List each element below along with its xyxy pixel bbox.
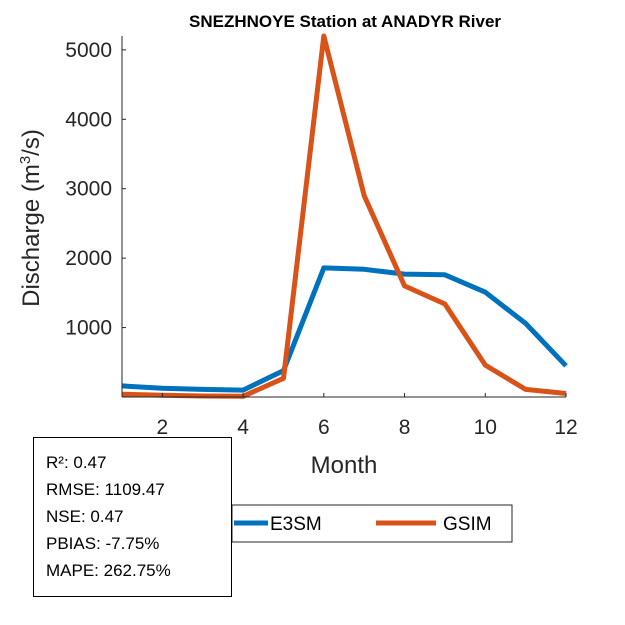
chart-title: SNEZHNOYE Station at ANADYR River: [189, 12, 501, 31]
x-tick-label: 12: [554, 416, 577, 439]
y-tick-label: 1000: [65, 317, 112, 340]
y-ticks: 1000 2000 3000 4000 5000: [65, 39, 126, 340]
stat-pbias: PBIAS: -7.75%: [46, 534, 160, 553]
x-tick-label: 8: [399, 416, 411, 439]
stat-nse: NSE: 0.47: [46, 507, 124, 526]
x-axis-label: Month: [311, 452, 378, 479]
x-tick-label: 2: [157, 416, 169, 439]
legend-box: [231, 504, 513, 543]
stats-box: R²: 0.47 RMSE: 1109.47 NSE: 0.47 PBIAS: …: [33, 437, 232, 597]
x-tick-label: 6: [318, 416, 330, 439]
y-tick-label: 2000: [65, 247, 112, 270]
series-line-gsim: [121, 33, 567, 399]
legend-label-gsim: GSIM: [443, 514, 492, 535]
stat-r2: R²: 0.47: [46, 453, 107, 472]
y-tick-label: 3000: [65, 178, 112, 201]
y-axis-label: Discharge (m3/s): [17, 129, 45, 307]
stat-rmse: RMSE: 1109.47: [46, 480, 165, 499]
y-axis-label-prefix: Discharge (m: [18, 164, 45, 307]
x-tick-label: 4: [237, 416, 249, 439]
series-layer: [121, 33, 568, 399]
y-tick-label: 4000: [65, 108, 112, 131]
series-line-e3sm: [121, 265, 568, 393]
x-ticks: 2 4 6 8 10 12: [157, 393, 578, 439]
legend: E3SM GSIM: [231, 504, 513, 543]
y-axis-label-suffix: /s): [18, 129, 45, 156]
x-tick-label: 10: [474, 416, 497, 439]
y-axis-label-superscript: 3: [17, 156, 34, 164]
y-tick-label: 5000: [65, 39, 112, 62]
stat-mape: MAPE: 262.75%: [46, 561, 171, 580]
legend-label-e3sm: E3SM: [270, 514, 322, 535]
